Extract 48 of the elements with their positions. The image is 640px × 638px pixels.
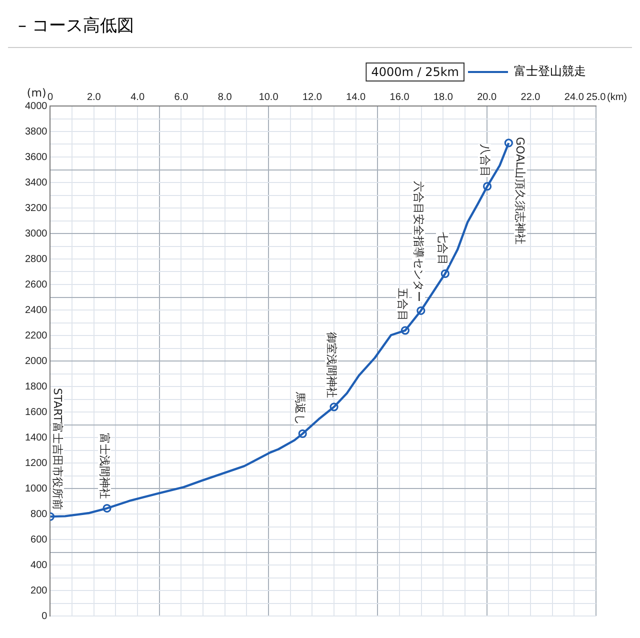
y-tick-label: 1000 [24,483,48,494]
annotation: 五合目 [396,288,410,322]
y-axis-title: (m) [26,86,46,100]
y-tick-label: 2200 [24,330,48,342]
annotation: 富士浅間神社 [98,433,111,500]
y-tick-label: 2400 [24,304,48,316]
x-tick-label: 8.0 [218,92,232,103]
x-tick-label: 25.0 [586,92,606,103]
y-tick-label: 1600 [24,406,48,418]
y-tick-label: 3800 [24,126,48,138]
y-tick-label: 200 [30,585,48,596]
annotation: 御室浅間神社 [325,332,338,398]
annotation: 馬返し [294,392,307,425]
x-tick-label: 4.0 [130,92,145,103]
x-tick-label: 16.0 [390,92,410,103]
x-axis-title: (km) [607,92,627,103]
annotation: GOAL山頂久須志神社 [514,136,527,245]
y-tick-label: 2600 [24,279,48,290]
x-tick-label: 18.0 [433,92,454,103]
y-tick-label: 0 [42,610,48,622]
y-tick-label: 4000 [24,100,48,112]
annotation: 七合目 [436,232,450,265]
y-tick-label: 600 [30,534,48,546]
x-tick-label: 14.0 [346,92,366,103]
y-tick-label: 1200 [24,458,48,469]
annotation: 六合目安全指導センター [412,180,425,302]
y-tick-label: 1800 [24,381,48,392]
legend-label: 富士登山競走 [514,64,586,78]
annotation: 八合目 [478,144,492,178]
x-tick-label: 10.0 [258,92,279,103]
x-tick-label: 2.0 [86,92,102,103]
y-tick-label: 3200 [24,202,48,214]
annotation: START富士吉田市役所前 [51,388,64,510]
y-tick-label: 3000 [24,228,48,240]
x-tick-label: 24.0 [564,92,584,103]
chart-title: – コース高低図 [8,8,632,48]
y-tick-label: 800 [30,508,48,520]
y-tick-label: 2800 [24,254,48,265]
y-tick-label: 2000 [24,356,48,367]
y-tick-label: 1400 [24,432,48,444]
x-tick-label: 20.0 [477,92,498,103]
x-tick-label: 22.0 [520,92,541,103]
y-tick-label: 3600 [24,152,48,163]
y-tick-label: 400 [30,560,48,571]
x-tick-label: 6.0 [174,92,189,103]
text: 4000m / 25km [371,65,459,80]
x-tick-label: 12.0 [302,92,322,103]
y-tick-label: 3400 [24,177,48,188]
